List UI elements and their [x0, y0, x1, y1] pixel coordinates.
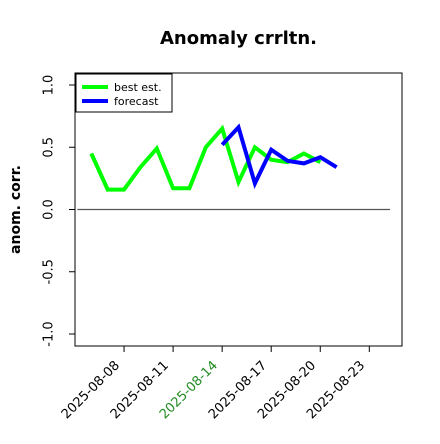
legend-label: forecast	[114, 95, 159, 108]
y-tick-label: 1.0	[42, 75, 57, 96]
legend: best est.forecast	[75, 73, 173, 113]
y-axis: -1.0 -0.5 0.0 0.5 1.0	[42, 75, 75, 347]
y-axis-label: anom. corr.	[8, 165, 24, 254]
series-line-forecast	[220, 123, 338, 189]
chart-title: Anomaly crrltn.	[160, 28, 317, 49]
y-tick-label: -1.0	[42, 321, 57, 346]
legend-label: best est.	[114, 81, 162, 94]
y-tick-label: 0.5	[42, 137, 57, 158]
x-axis: 2025-08-082025-08-112025-08-142025-08-17…	[59, 346, 370, 422]
series-line-best-est	[89, 124, 322, 192]
legend-box	[75, 73, 173, 113]
y-tick-label: 0.0	[42, 199, 57, 220]
series-layer	[89, 123, 338, 192]
y-tick-label: -0.5	[42, 259, 57, 284]
